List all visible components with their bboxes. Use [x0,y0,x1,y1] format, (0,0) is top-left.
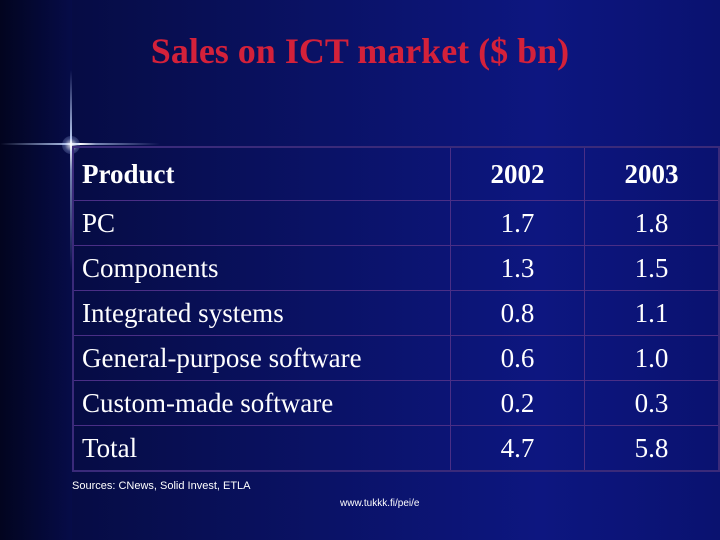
product-cell: Components [72,245,451,291]
table-row: General-purpose software 0.6 1.0 [72,335,720,381]
value-2003-cell: 5.8 [584,425,720,472]
header-2003: 2003 [584,146,720,201]
slide-title: Sales on ICT market ($ bn) [150,31,570,71]
value-2002-cell: 1.3 [450,245,585,291]
value-2002-cell: 4.7 [450,425,585,472]
header-product: Product [72,146,451,201]
value-2003-cell: 1.5 [584,245,720,291]
footer-url: www.tukkk.fi/pei/e [340,498,420,509]
value-2003-cell: 1.1 [584,290,720,336]
product-cell: Total [72,425,451,472]
sales-table: Product 2002 2003 PC 1.7 1.8 Components … [72,146,720,472]
value-2003-cell: 1.0 [584,335,720,381]
sparkle-horizontal-ray [0,143,160,145]
value-2002-cell: 1.7 [450,200,585,246]
sparkle-vertical-ray [70,70,72,270]
header-2002: 2002 [450,146,585,201]
slide-left-shade [0,0,72,540]
table-row-total: Total 4.7 5.8 [72,425,720,472]
value-2003-cell: 0.3 [584,380,720,426]
value-2002-cell: 0.2 [450,380,585,426]
value-2002-cell: 0.8 [450,290,585,336]
product-cell: Integrated systems [72,290,451,336]
table-row: Custom-made software 0.2 0.3 [72,380,720,426]
product-cell: General-purpose software [72,335,451,381]
product-cell: Custom-made software [72,380,451,426]
value-2003-cell: 1.8 [584,200,720,246]
product-cell: PC [72,200,451,246]
sources-note: Sources: CNews, Solid Invest, ETLA [72,480,251,492]
table-header-row: Product 2002 2003 [72,146,720,201]
table-row: PC 1.7 1.8 [72,200,720,246]
value-2002-cell: 0.6 [450,335,585,381]
table-row: Integrated systems 0.8 1.1 [72,290,720,336]
table-row: Components 1.3 1.5 [72,245,720,291]
